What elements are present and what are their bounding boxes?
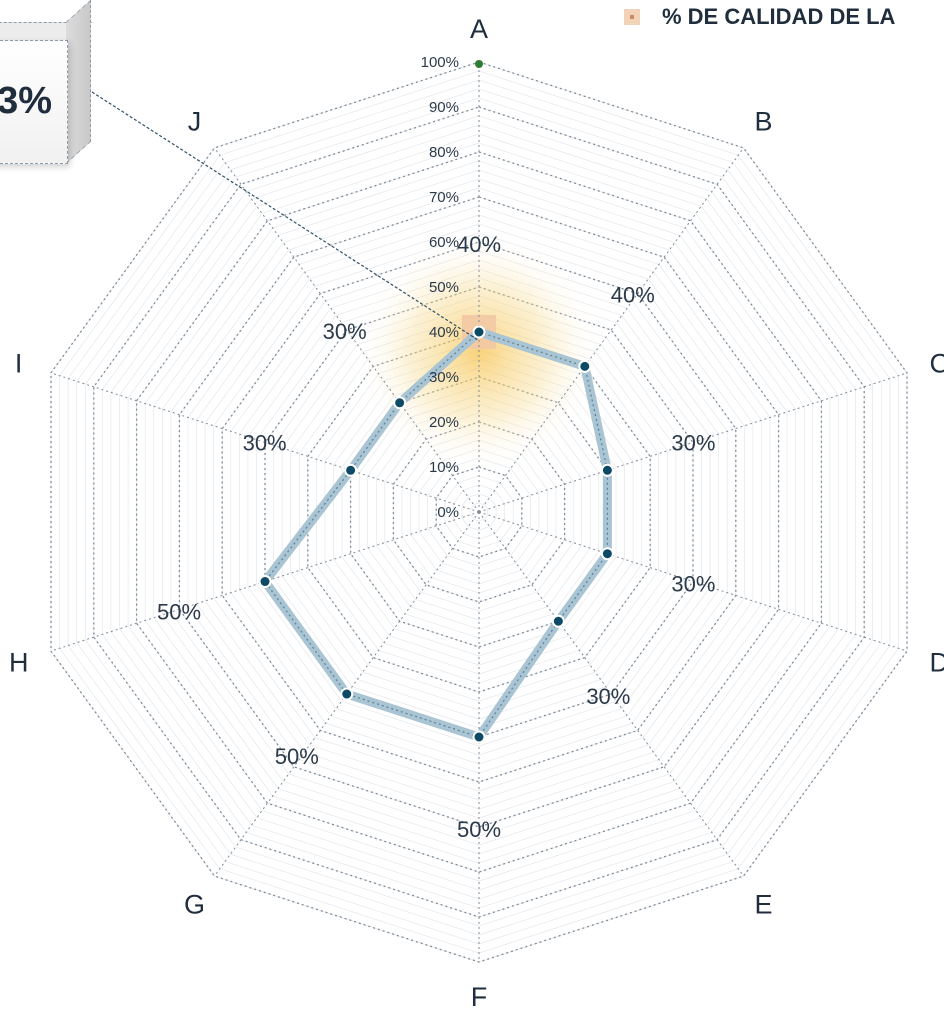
axis-label-d: D [930, 648, 944, 678]
minor-grid-ring [375, 403, 583, 621]
r-tick-label: 30% [429, 369, 459, 386]
grid-ring [435, 466, 523, 558]
data-point-i [344, 463, 358, 477]
callout-side [66, 0, 91, 165]
axis-spoke-c [478, 372, 908, 513]
data-point-b [578, 359, 592, 373]
grid-ring [135, 151, 823, 873]
minor-grid-ring [162, 178, 797, 846]
r-tick-label: 10% [429, 459, 459, 476]
data-point-f [472, 730, 486, 744]
data-label-g: 50% [275, 744, 319, 769]
axis-spoke-d [478, 511, 908, 652]
minor-grid-ring [247, 268, 711, 756]
axis-spoke-b [478, 147, 744, 513]
data-point-e [551, 614, 565, 628]
minor-grid-ring [470, 502, 488, 522]
minor-grid-ring [85, 97, 874, 927]
r-tick-label: 20% [429, 414, 459, 431]
r-tick-label: 80% [429, 144, 459, 161]
axis-label-f: F [471, 982, 488, 1012]
grid-ring [50, 61, 908, 963]
minor-grid-ring [290, 313, 668, 711]
legend-label: % DE CALIDAD DE LA [662, 4, 896, 29]
axis-label-c: C [930, 348, 944, 378]
data-point-d [600, 547, 614, 561]
axis-label-a: A [470, 14, 488, 44]
minor-grid-ring [170, 187, 788, 837]
axis-label-e: E [754, 890, 772, 920]
data-point-j [393, 396, 407, 410]
legend: % DE CALIDAD DE LA [624, 4, 895, 30]
axis-spoke-j [214, 147, 480, 513]
series-line-inner [264, 331, 609, 738]
minor-grid-ring [333, 358, 625, 666]
data-label-j: 30% [323, 319, 367, 344]
minor-grid-ring [127, 142, 831, 882]
r-tick-label: 50% [429, 279, 459, 296]
axis-label-b: B [754, 106, 772, 136]
data-point-g [340, 687, 354, 701]
axis-spoke-i [50, 372, 480, 513]
data-point-a [472, 325, 486, 339]
r-tick-label: 60% [429, 234, 459, 251]
data-label-i: 30% [243, 430, 287, 455]
minor-grid-ring [427, 457, 531, 567]
data-label-c: 30% [671, 430, 715, 455]
r-tick-label: 40% [429, 324, 459, 341]
minor-grid-ring [298, 322, 660, 702]
callout-box [0, 40, 68, 164]
legend-swatch [624, 9, 640, 25]
callout-value: 3% [0, 80, 52, 122]
axis-spoke-e [478, 511, 744, 877]
data-label-f: 50% [457, 817, 501, 842]
minor-grid-ring [119, 133, 839, 891]
minor-grid-ring [256, 277, 702, 747]
minor-grid-ring [213, 232, 745, 792]
data-point-c [600, 463, 614, 477]
data-label-a: 40% [457, 232, 501, 257]
axis-label-j: J [188, 106, 202, 136]
r-tick-label: 70% [429, 189, 459, 206]
axis-label-i: I [15, 348, 23, 378]
data-point-h [258, 575, 272, 589]
minor-grid-ring [204, 223, 754, 801]
r-tick-label: 0% [437, 504, 459, 521]
data-label-e: 30% [586, 684, 630, 709]
callout-leader-line [91, 91, 479, 341]
axis-label-g: G [184, 890, 205, 920]
grid-ring [221, 241, 737, 783]
minor-grid-ring [384, 412, 574, 612]
minor-grid-ring [418, 448, 540, 576]
max-marker-point [475, 60, 483, 68]
r-tick-label: 100% [421, 54, 459, 71]
minor-grid-ring [76, 88, 882, 936]
minor-grid-ring [461, 493, 497, 531]
axis-label-h: H [9, 648, 29, 678]
data-label-d: 30% [671, 572, 715, 597]
data-label-b: 40% [611, 282, 655, 307]
r-tick-label: 90% [429, 99, 459, 116]
data-label-h: 50% [157, 600, 201, 625]
